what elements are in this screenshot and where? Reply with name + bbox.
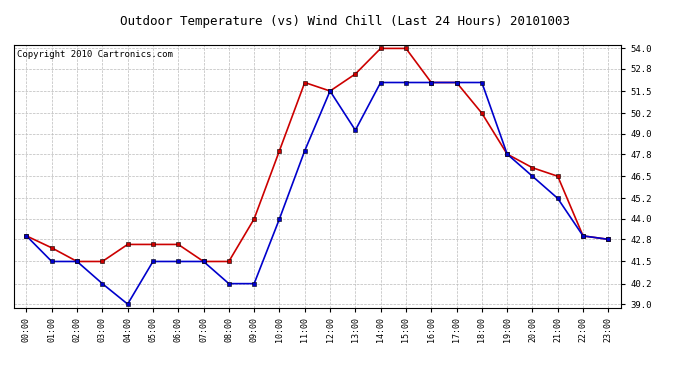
Text: Copyright 2010 Cartronics.com: Copyright 2010 Cartronics.com [17, 50, 172, 59]
Text: Outdoor Temperature (vs) Wind Chill (Last 24 Hours) 20101003: Outdoor Temperature (vs) Wind Chill (Las… [120, 15, 570, 28]
